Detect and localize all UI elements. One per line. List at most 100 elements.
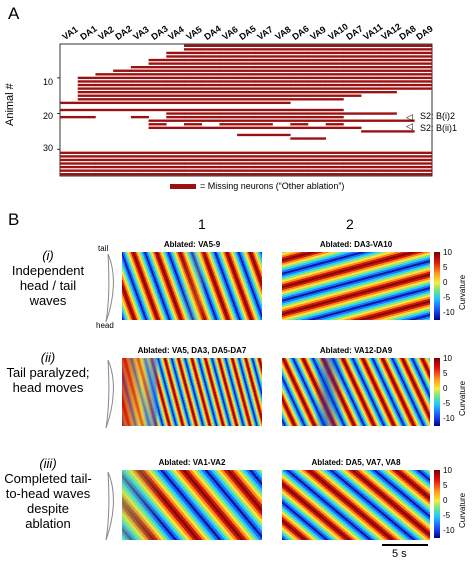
missing-neuron-cell bbox=[219, 158, 238, 162]
missing-neuron-cell bbox=[219, 80, 238, 83]
missing-neuron-cell bbox=[148, 94, 167, 97]
missing-neuron-cell bbox=[254, 66, 273, 69]
row-iii-number: (iii) bbox=[39, 456, 57, 471]
missing-neuron-cell bbox=[148, 62, 167, 65]
panel-b-letter: B bbox=[8, 210, 20, 229]
missing-neuron-cell bbox=[325, 62, 344, 65]
missing-neuron-cell bbox=[396, 119, 415, 122]
kymograph-i1 bbox=[122, 252, 262, 320]
missing-neuron-cell bbox=[254, 69, 273, 72]
missing-neuron-cell bbox=[130, 158, 149, 162]
missing-neuron-cell bbox=[308, 98, 327, 101]
missing-neuron-cell bbox=[290, 83, 309, 87]
colorbar-label: Curvature bbox=[458, 492, 467, 528]
missing-neuron-cell bbox=[201, 126, 220, 130]
missing-neuron-cell bbox=[414, 58, 433, 62]
missing-neuron-cell bbox=[219, 155, 238, 158]
missing-neuron-cell bbox=[77, 155, 96, 158]
missing-neuron-cell bbox=[361, 55, 380, 58]
missing-neuron-cell bbox=[290, 66, 309, 69]
missing-neuron-cell bbox=[290, 58, 309, 62]
missing-neuron-cell bbox=[166, 66, 185, 69]
missing-neuron-cell bbox=[60, 169, 79, 172]
missing-neuron-cell bbox=[201, 90, 220, 94]
missing-neuron-cell bbox=[308, 87, 327, 90]
missing-neuron-cell bbox=[77, 173, 96, 176]
missing-neuron-cell bbox=[396, 155, 415, 158]
missing-neuron-cell bbox=[290, 94, 309, 97]
missing-neuron-cell bbox=[343, 51, 362, 55]
missing-neuron-cell bbox=[361, 155, 380, 158]
missing-neuron-cell bbox=[272, 155, 291, 158]
missing-neuron-cell bbox=[272, 94, 291, 97]
colorbar-label: Curvature bbox=[458, 274, 467, 310]
missing-neuron-cell bbox=[325, 151, 344, 154]
missing-neuron-cell bbox=[272, 112, 291, 115]
missing-neuron-cell bbox=[201, 83, 220, 87]
missing-neuron-cell bbox=[396, 130, 415, 133]
missing-neuron-cell bbox=[77, 98, 96, 101]
colorbar-2 bbox=[434, 358, 440, 426]
colorbar-tick: 10 bbox=[443, 248, 452, 257]
missing-neuron-cell bbox=[60, 165, 79, 169]
missing-neuron-cell bbox=[290, 51, 309, 55]
missing-neuron-cell bbox=[343, 83, 362, 87]
missing-neuron-cell bbox=[130, 66, 149, 69]
missing-neuron-cell bbox=[290, 165, 309, 169]
row-iii-label: (iii) Completed tail-to-head waves despi… bbox=[4, 456, 92, 531]
missing-neuron-cell bbox=[201, 162, 220, 165]
missing-neuron-cell bbox=[60, 101, 79, 105]
missing-neuron-cell bbox=[325, 158, 344, 162]
missing-neuron-cell bbox=[166, 165, 185, 169]
missing-neuron-cell bbox=[378, 165, 397, 169]
missing-neuron-cell bbox=[361, 62, 380, 65]
missing-neuron-cell bbox=[219, 90, 238, 94]
scale-bar-line bbox=[382, 544, 428, 546]
missing-neuron-cell bbox=[308, 119, 327, 122]
missing-neuron-cell bbox=[184, 165, 203, 169]
missing-neuron-cell bbox=[361, 80, 380, 83]
arrow-annotations: ◁ ◁ bbox=[406, 113, 413, 131]
missing-neuron-cell bbox=[219, 108, 238, 112]
colorbar-tick: 5 bbox=[443, 481, 448, 490]
missing-neuron-cell bbox=[272, 169, 291, 172]
missing-neuron-cell bbox=[166, 90, 185, 94]
missing-neuron-cell bbox=[325, 55, 344, 58]
missing-neuron-cell bbox=[396, 73, 415, 76]
missing-neuron-cell bbox=[130, 98, 149, 101]
missing-neuron-cell bbox=[343, 169, 362, 172]
missing-neuron-cell bbox=[77, 94, 96, 97]
missing-neuron-cell bbox=[113, 162, 132, 165]
missing-neuron-cell bbox=[201, 98, 220, 101]
missing-neuron-cell bbox=[219, 151, 238, 154]
missing-neuron-cell bbox=[343, 165, 362, 169]
missing-neuron-cell bbox=[95, 83, 114, 87]
missing-neuron-cell bbox=[290, 44, 309, 47]
missing-neuron-cell bbox=[184, 62, 203, 65]
colorbar-tick: -5 bbox=[443, 293, 451, 302]
missing-neuron-cell bbox=[184, 108, 203, 112]
missing-neuron-cell bbox=[290, 69, 309, 72]
missing-neuron-cell bbox=[201, 108, 220, 112]
missing-neuron-cell bbox=[396, 69, 415, 72]
row-i-text: Independent head / tail waves bbox=[11, 263, 85, 308]
missing-neuron-cell bbox=[219, 94, 238, 97]
missing-neuron-cell bbox=[325, 162, 344, 165]
row-ii-label: (ii) Tail paralyzed; head moves bbox=[4, 350, 92, 395]
missing-neuron-cell bbox=[60, 155, 79, 158]
missing-neuron-cell bbox=[272, 98, 291, 101]
missing-neuron-cell bbox=[184, 119, 203, 122]
missing-neuron-cell bbox=[184, 76, 203, 80]
missing-neuron-cell bbox=[396, 48, 415, 51]
missing-neuron-cell bbox=[95, 165, 114, 169]
missing-neuron-cell bbox=[254, 51, 273, 55]
missing-neuron-cell bbox=[113, 101, 132, 105]
missing-neuron-cell bbox=[201, 169, 220, 172]
missing-neuron-cell bbox=[361, 58, 380, 62]
missing-neuron-cell bbox=[378, 69, 397, 72]
missing-neuron-cell bbox=[60, 108, 79, 112]
colorbar-3 bbox=[434, 470, 440, 538]
missing-neuron-cell bbox=[414, 48, 433, 51]
missing-neuron-cell bbox=[219, 69, 238, 72]
missing-neuron-cell bbox=[184, 66, 203, 69]
